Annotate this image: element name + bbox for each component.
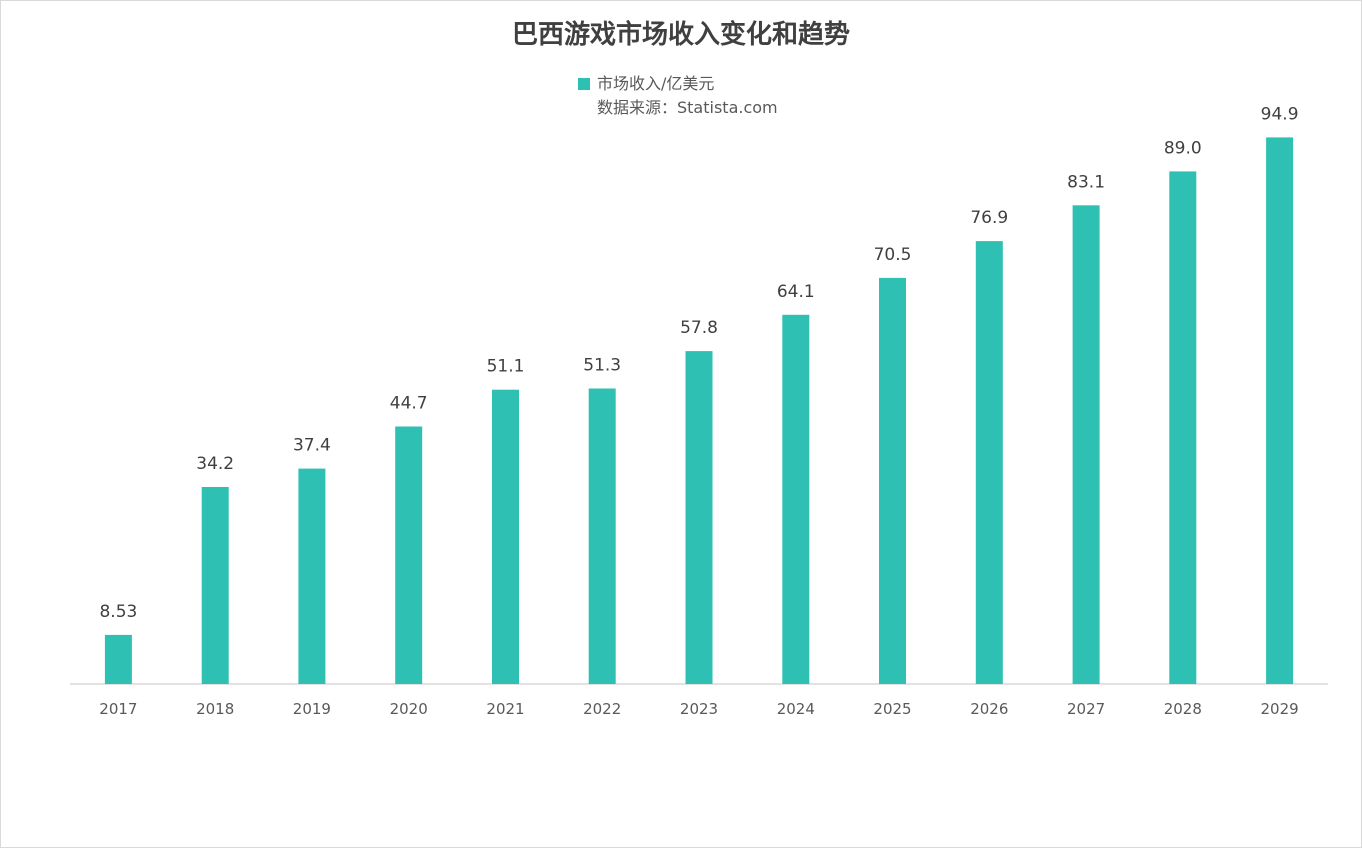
x-tick-label-2024: 2024	[777, 700, 815, 718]
data-label-2019: 37.4	[293, 436, 331, 456]
x-tick-label-2020: 2020	[390, 700, 428, 718]
chart-title: 巴西游戏市场收入变化和趋势	[511, 20, 850, 50]
x-tick-label-2026: 2026	[970, 700, 1008, 718]
data-label-2024: 64.1	[777, 282, 815, 302]
bar-2027	[1072, 205, 1100, 685]
data-label-2020: 44.7	[390, 394, 428, 414]
bar-2021	[492, 389, 519, 684]
data-label-2018: 34.2	[196, 454, 234, 474]
bar-2018	[201, 487, 229, 684]
data-label-2023: 57.8	[680, 318, 718, 338]
data-label-2022: 51.3	[583, 356, 621, 376]
x-tick-label-2019: 2019	[293, 700, 331, 718]
data-label-2025: 70.5	[874, 245, 912, 265]
bar-2026	[975, 241, 1003, 684]
data-label-2028: 89.0	[1164, 138, 1202, 158]
data-label-2029: 94.9	[1261, 104, 1299, 124]
data-label-2026: 76.9	[970, 208, 1008, 228]
chart-legend: 市场收入/亿美元 数据来源：Statista.com	[578, 72, 778, 120]
legend-series-name: 市场收入/亿美元	[597, 74, 715, 93]
x-tick-label-2022: 2022	[583, 700, 621, 718]
bar-2024	[782, 314, 810, 684]
x-tick-label-2018: 2018	[196, 700, 234, 718]
legend-swatch	[578, 78, 590, 90]
bar-2029	[1266, 137, 1294, 684]
x-tick-label-2021: 2021	[486, 700, 524, 718]
bar-2017	[104, 634, 132, 684]
x-tick-label-2023: 2023	[680, 700, 718, 718]
bar-2019	[298, 468, 326, 684]
x-tick-label-2027: 2027	[1067, 700, 1105, 718]
x-tick-label-2025: 2025	[873, 700, 911, 718]
x-tick-label-2017: 2017	[99, 700, 137, 718]
x-tick-label-2028: 2028	[1164, 700, 1202, 718]
legend-entry: 市场收入/亿美元	[578, 72, 778, 96]
bar-2025	[879, 277, 906, 684]
x-tick-label-2029: 2029	[1261, 700, 1299, 718]
bar-2023	[685, 351, 713, 684]
bar-2028	[1169, 171, 1197, 684]
legend-source-note: 数据来源：Statista.com	[597, 98, 778, 117]
bar-2020	[395, 426, 423, 684]
bar-2022	[588, 388, 616, 684]
data-label-2027: 83.1	[1067, 172, 1105, 192]
data-label-2021: 51.1	[487, 357, 525, 377]
data-label-2017: 8.53	[99, 602, 137, 622]
